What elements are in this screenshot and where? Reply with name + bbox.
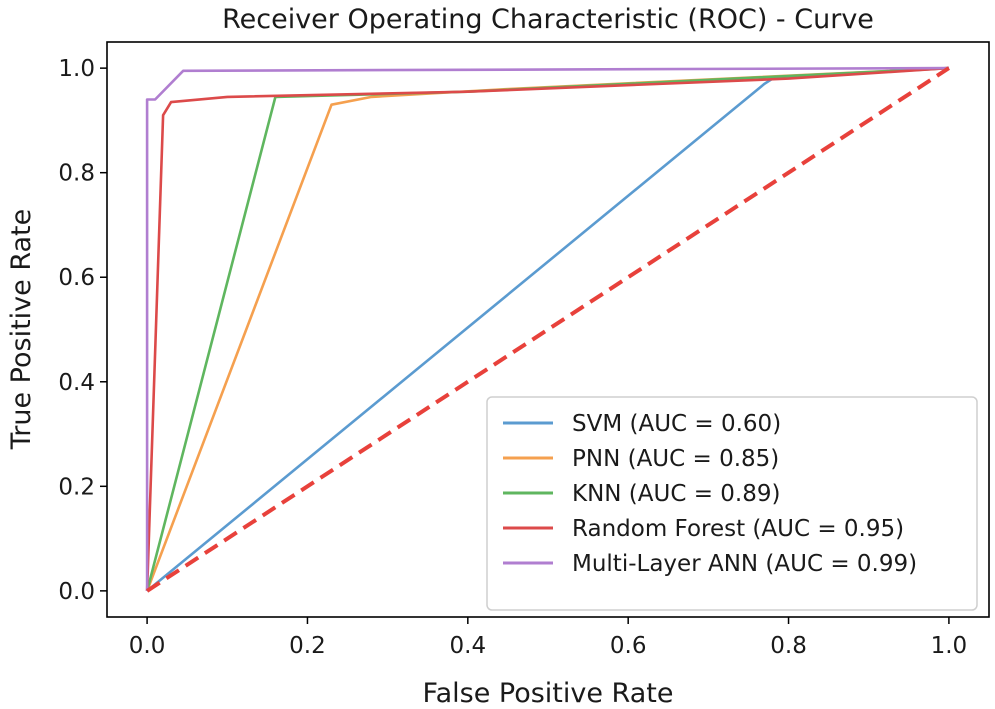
legend-label: SVM (AUC = 0.60): [572, 411, 781, 437]
y-tick-label: 0.4: [58, 370, 95, 396]
legend-label: Multi-Layer ANN (AUC = 0.99): [572, 551, 917, 577]
x-tick-label: 0.2: [289, 633, 326, 659]
y-tick-label: 0.2: [58, 474, 95, 500]
series-layer: [145, 66, 950, 593]
legend-label: Random Forest (AUC = 0.95): [572, 516, 904, 542]
legend-box: [486, 396, 978, 611]
y-tick-label: 0.8: [58, 161, 95, 187]
x-tick-label: 0.4: [450, 633, 487, 659]
x-tick-label: 1.0: [931, 633, 968, 659]
y-tick-label: 0.6: [58, 265, 95, 291]
legend-label: KNN (AUC = 0.89): [572, 481, 780, 507]
x-tick-label: 0.6: [610, 633, 647, 659]
roc-series-line: [145, 66, 949, 591]
plot-frame: [106, 41, 990, 618]
roc-series-line: [145, 66, 949, 591]
legend-label: PNN (AUC = 0.85): [572, 446, 779, 472]
tick-layer: 0.0 0.2 0.4 0.6 0.8 1.0 0.0 0.2 0.4 0.6 0.8 1.0: [58, 56, 967, 659]
x-tick-label: 0.0: [129, 633, 166, 659]
y-tick-label: 1.0: [58, 56, 95, 82]
x-axis-label: False Positive Rate: [423, 678, 674, 709]
legend: SVM (AUC = 0.60) PNN (AUC = 0.85) KNN (AUC…: [486, 396, 978, 611]
y-tick-label: 0.0: [58, 579, 95, 605]
x-tick-label: 0.8: [770, 633, 807, 659]
chart-title: Receiver Operating Characteristic (ROC) …: [222, 4, 874, 35]
y-axis-label: True Positive Rate: [6, 209, 37, 451]
